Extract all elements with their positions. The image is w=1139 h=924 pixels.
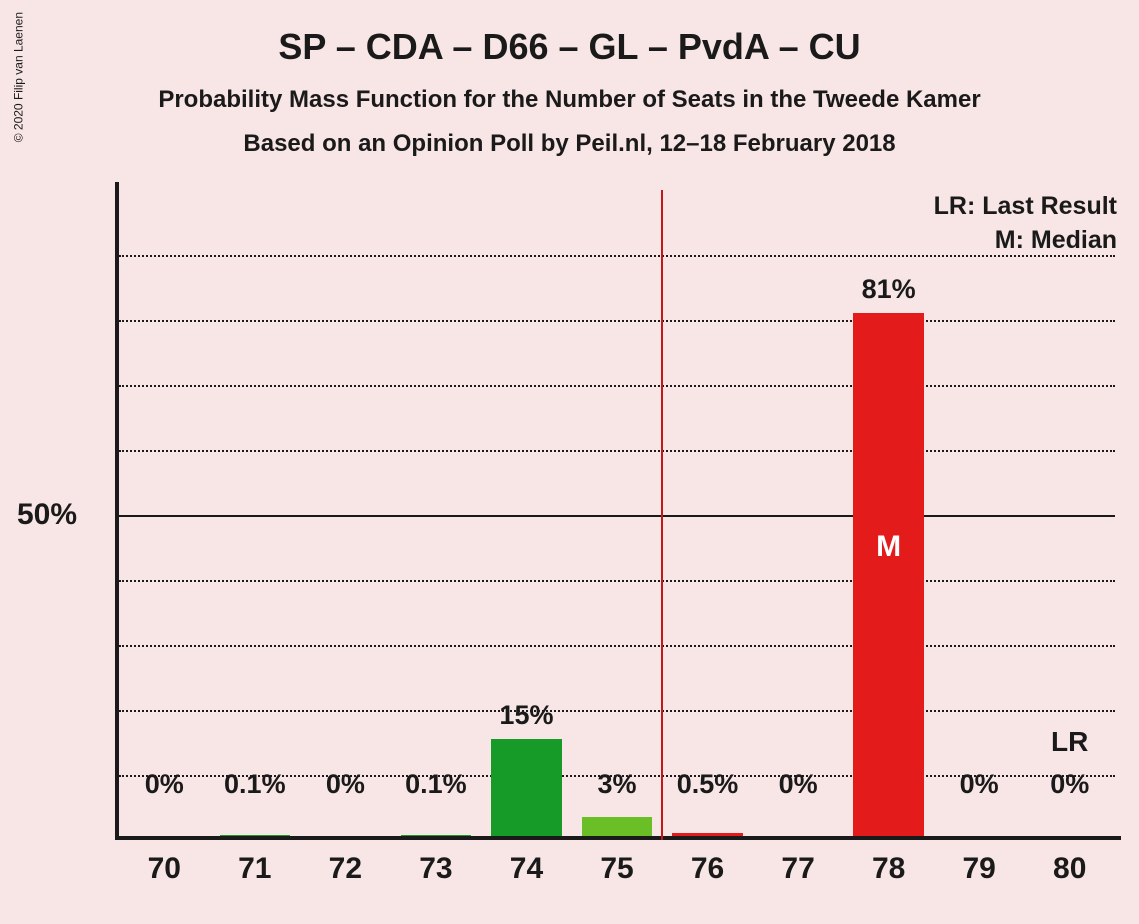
gridline [119, 255, 1115, 257]
bar-value-label: 15% [499, 700, 553, 731]
x-tick-label: 78 [872, 852, 905, 886]
x-tick-label: 79 [962, 852, 995, 886]
bar-value-label: 0% [960, 769, 999, 800]
gridline [119, 320, 1115, 322]
gridline [119, 645, 1115, 647]
x-tick-label: 73 [419, 852, 452, 886]
gridline [119, 710, 1115, 712]
chart-title: SP – CDA – D66 – GL – PvdA – CU [0, 0, 1139, 68]
bar-value-label: 0.1% [224, 769, 286, 800]
bar-value-label: 0% [1050, 769, 1089, 800]
x-tick-label: 76 [691, 852, 724, 886]
last-result-marker: LR [1051, 726, 1088, 758]
median-marker: M [876, 530, 901, 564]
y-axis [115, 182, 119, 840]
bar-value-label: 0% [326, 769, 365, 800]
legend-median: M: Median [995, 226, 1117, 255]
chart-plot-area: 50%0%700.1%710%720.1%7315%743%750.5%760%… [115, 190, 1115, 840]
bar-value-label: 0.1% [405, 769, 467, 800]
gridline [119, 450, 1115, 452]
bar-value-label: 0% [779, 769, 818, 800]
bar [853, 313, 924, 836]
legend-last-result: LR: Last Result [934, 192, 1117, 221]
copyright-text: © 2020 Filip van Laenen [11, 12, 25, 142]
bar-value-label: 0.5% [677, 769, 739, 800]
bar-value-label: 3% [597, 769, 636, 800]
gridline [119, 580, 1115, 582]
majority-threshold-line [661, 190, 663, 840]
x-tick-label: 74 [510, 852, 543, 886]
gridline [119, 515, 1115, 517]
x-tick-label: 75 [600, 852, 633, 886]
chart-subtitle-1: Probability Mass Function for the Number… [0, 86, 1139, 114]
y-tick-label: 50% [17, 498, 77, 532]
x-tick-label: 71 [238, 852, 271, 886]
chart-subtitle-2: Based on an Opinion Poll by Peil.nl, 12–… [0, 130, 1139, 158]
x-tick-label: 77 [781, 852, 814, 886]
bar [220, 835, 291, 836]
x-tick-label: 80 [1053, 852, 1086, 886]
x-axis [115, 836, 1121, 840]
bar [582, 817, 653, 836]
bar [672, 833, 743, 836]
bar [401, 835, 472, 836]
x-tick-label: 72 [329, 852, 362, 886]
bar [491, 739, 562, 836]
bar-value-label: 81% [862, 274, 916, 305]
bar-value-label: 0% [145, 769, 184, 800]
gridline [119, 385, 1115, 387]
x-tick-label: 70 [148, 852, 181, 886]
